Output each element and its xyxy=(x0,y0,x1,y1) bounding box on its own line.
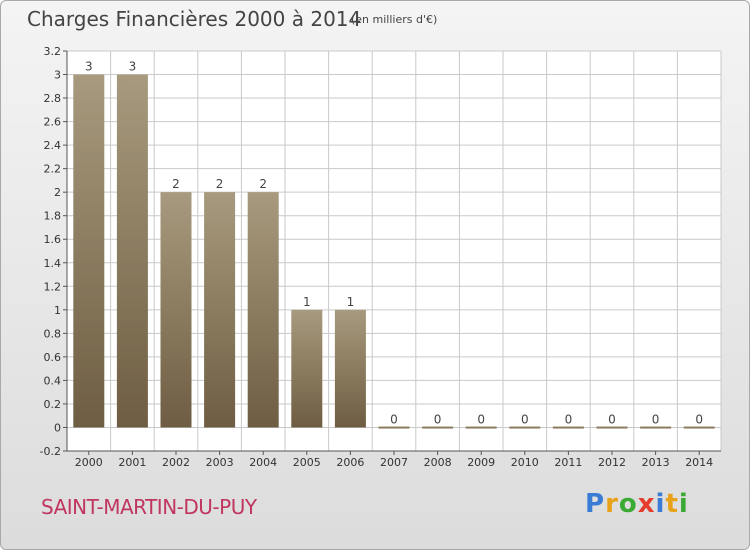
logo-letter: r xyxy=(605,489,619,519)
data-label: 3 xyxy=(129,60,137,74)
data-label: 2 xyxy=(216,177,224,191)
x-tick-label: 2001 xyxy=(118,456,146,469)
data-label: 2 xyxy=(259,177,267,191)
proxiti-logo: Proxiti xyxy=(585,489,689,519)
bar xyxy=(596,426,628,429)
x-tick-label: 2007 xyxy=(380,456,408,469)
logo-letter: x xyxy=(637,489,656,519)
y-tick-label: 1.6 xyxy=(44,233,62,246)
y-tick-label: 3 xyxy=(54,69,61,82)
x-tick-label: 2004 xyxy=(249,456,277,469)
y-tick-label: 1.8 xyxy=(44,210,62,223)
y-tick-label: 1.4 xyxy=(44,257,62,270)
logo-letter: P xyxy=(585,489,606,519)
bar xyxy=(640,426,672,429)
x-tick-label: 2005 xyxy=(293,456,321,469)
y-tick-label: 2.4 xyxy=(44,139,62,152)
y-tick-label: 0.8 xyxy=(44,327,62,340)
data-label: 0 xyxy=(695,412,703,426)
data-label: 1 xyxy=(347,295,355,309)
data-label: 0 xyxy=(608,412,616,426)
bar xyxy=(247,192,279,428)
logo-letter: t xyxy=(665,489,679,519)
data-label: 0 xyxy=(652,412,660,426)
bar xyxy=(160,192,192,428)
bar xyxy=(509,426,541,429)
bar xyxy=(73,74,105,428)
x-tick-label: 2008 xyxy=(424,456,452,469)
bar xyxy=(378,426,410,429)
y-tick-label: 2.2 xyxy=(44,163,62,176)
data-label: 0 xyxy=(477,412,485,426)
bar xyxy=(334,309,366,428)
chart-subtitle: (en milliers d'€) xyxy=(351,13,438,26)
bar xyxy=(291,309,323,428)
y-tick-label: 2.8 xyxy=(44,92,62,105)
logo-letter: i xyxy=(655,489,666,519)
bar xyxy=(204,192,236,428)
x-tick-label: 2010 xyxy=(511,456,539,469)
y-tick-label: 2 xyxy=(54,186,61,199)
x-tick-label: 2000 xyxy=(75,456,103,469)
logo-letter: o xyxy=(618,489,638,519)
y-tick-label: 0.2 xyxy=(44,398,62,411)
x-tick-label: 2011 xyxy=(554,456,582,469)
bar xyxy=(116,74,148,428)
data-label: 2 xyxy=(172,177,180,191)
data-label: 0 xyxy=(565,412,573,426)
bar xyxy=(683,426,715,429)
x-tick-label: 2003 xyxy=(206,456,234,469)
logo-letter: i xyxy=(678,489,689,519)
bar xyxy=(422,426,454,429)
x-tick-label: 2014 xyxy=(685,456,713,469)
data-label: 3 xyxy=(85,60,93,74)
y-tick-label: -0.2 xyxy=(40,445,61,458)
data-label: 0 xyxy=(390,412,398,426)
y-tick-label: 2.6 xyxy=(44,116,62,129)
bar xyxy=(552,426,584,429)
data-label: 0 xyxy=(434,412,442,426)
place-name: SAINT-MARTIN-DU-PUY xyxy=(41,495,257,519)
x-tick-label: 2006 xyxy=(336,456,364,469)
y-tick-label: 0 xyxy=(54,421,61,434)
y-tick-label: 0.4 xyxy=(44,374,62,387)
x-tick-label: 2013 xyxy=(642,456,670,469)
bar xyxy=(465,426,497,429)
x-tick-label: 2002 xyxy=(162,456,190,469)
x-tick-label: 2009 xyxy=(467,456,495,469)
data-label: 0 xyxy=(521,412,529,426)
y-tick-label: 0.6 xyxy=(44,351,62,364)
y-tick-label: 1 xyxy=(54,304,61,317)
x-tick-label: 2012 xyxy=(598,456,626,469)
y-tick-label: 3.2 xyxy=(44,45,62,58)
chart-title: Charges Financières 2000 à 2014 xyxy=(27,7,362,31)
data-label: 1 xyxy=(303,295,311,309)
y-tick-label: 1.2 xyxy=(44,280,62,293)
